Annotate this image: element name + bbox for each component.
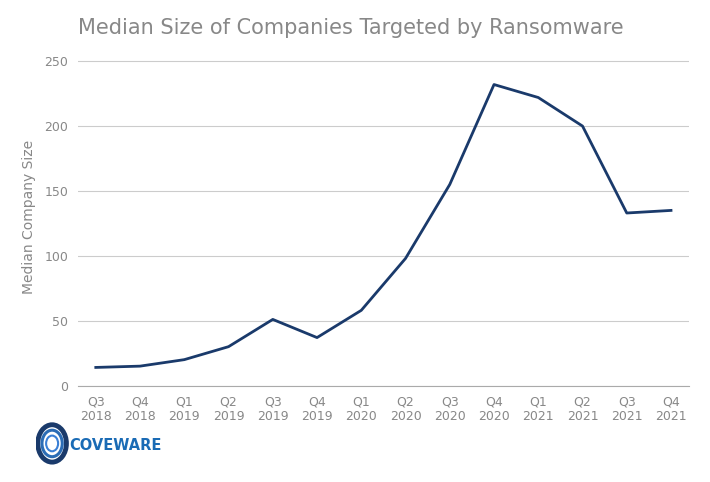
Y-axis label: Median Company Size: Median Company Size bbox=[22, 140, 36, 294]
Text: Median Size of Companies Targeted by Ransomware: Median Size of Companies Targeted by Ran… bbox=[78, 18, 623, 38]
Text: COVEWARE: COVEWARE bbox=[70, 438, 162, 454]
